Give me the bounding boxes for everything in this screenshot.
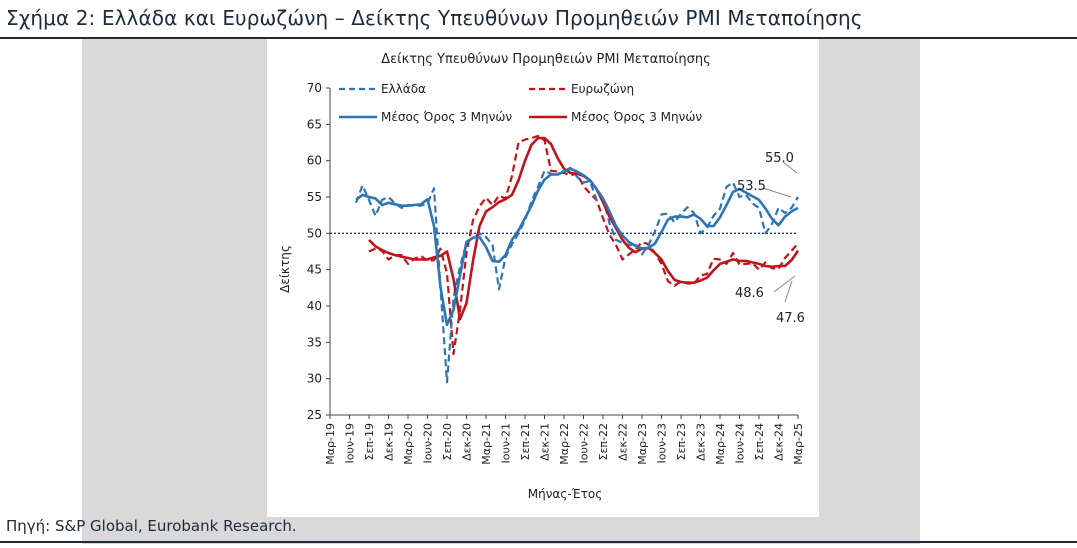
y-tick-label: 30	[307, 372, 322, 386]
end-value-annotations: 55.0 53.5 48.6 47.6	[735, 151, 805, 326]
legend-label-greece-avg: Μέσος Όρος 3 Μηνών	[381, 110, 512, 124]
x-tick-label: Δεκ-22	[617, 423, 630, 461]
x-tick-label: Σεπ-23	[675, 423, 688, 461]
y-tick-label: 65	[307, 117, 322, 131]
y-tick-label: 60	[307, 154, 322, 168]
annotation-eurozone-last: 48.6	[735, 286, 764, 301]
x-tick-label: Ιουν-22	[578, 423, 591, 463]
x-tick-label: Ιουν-19	[344, 423, 357, 463]
chart-title: Δείκτης Υπευθύνων Προμηθειών PMI Μεταποί…	[381, 52, 710, 67]
annotation-greece-last: 55.0	[765, 151, 794, 166]
annotation-leader-55	[782, 161, 798, 174]
chart-panel: Δείκτης Υπευθύνων Προμηθειών PMI Μεταποί…	[267, 39, 819, 517]
series-eurozone-line	[368, 134, 799, 356]
x-tick-label: Δεκ-21	[539, 423, 552, 461]
x-tick-label: Μαρ-21	[480, 423, 493, 465]
y-tick-label: 25	[307, 408, 322, 422]
y-tick-label: 45	[307, 263, 322, 277]
x-tick-label: Ιουν-23	[656, 423, 669, 463]
bottom-rule	[0, 541, 1077, 543]
x-tick-label: Δεκ-20	[461, 423, 474, 461]
x-tick-label: Σεπ-24	[753, 423, 766, 461]
x-tick-label: Δεκ-23	[695, 423, 708, 461]
x-tick-label: Ιουν-20	[422, 423, 435, 463]
x-tick-label: Μαρ-25	[792, 423, 805, 465]
x-tick-label: Δεκ-24	[773, 423, 786, 461]
x-tick-label: Δεκ-19	[383, 423, 396, 461]
x-tick-label: Σεπ-20	[441, 423, 454, 461]
annotation-greece-avg-last: 53.5	[737, 179, 766, 194]
legend-label-eurozone-avg: Μέσος Όρος 3 Μηνών	[571, 110, 702, 124]
x-tick-label: Ιουν-24	[734, 423, 747, 463]
series-greece-avg-line	[355, 167, 799, 327]
x-axis-label: Μήνας-Έτος	[528, 487, 603, 501]
source-note: Πηγή: S&P Global, Eurobank Research.	[6, 517, 297, 535]
x-tick-label: Μαρ-24	[714, 423, 727, 465]
x-tick-label: Σεπ-19	[363, 423, 376, 461]
x-tick-label: Σεπ-21	[519, 423, 532, 461]
y-tick-label: 50	[307, 226, 322, 240]
y-axis-label: Δείκτης	[278, 245, 292, 293]
pmi-chart: Δείκτης Υπευθύνων Προμηθειών PMI Μεταποί…	[278, 52, 805, 501]
annotation-eurozone-avg-last: 47.6	[776, 311, 805, 326]
legend-label-greece: Ελλάδα	[381, 82, 426, 96]
y-tick-label: 70	[307, 81, 322, 95]
x-tick-label: Σεπ-22	[597, 423, 610, 461]
legend-label-eurozone: Ευρωζώνη	[571, 82, 634, 96]
x-tick-label: Μαρ-22	[558, 423, 571, 465]
series-greece-line	[354, 166, 799, 384]
annotation-leader-47-6	[784, 280, 793, 303]
y-tick-label: 40	[307, 299, 322, 313]
figure-caption: Σχήμα 2: Ελλάδα και Ευρωζώνη – Δείκτης Υ…	[6, 6, 863, 30]
x-tick-label: Μαρ-23	[636, 423, 649, 465]
y-tick-label: 55	[307, 190, 322, 204]
top-rule	[0, 37, 1077, 39]
x-tick-label: Μαρ-20	[402, 423, 415, 465]
annotation-leader-53-5	[762, 187, 792, 198]
x-tick-label: Ιουν-21	[500, 423, 513, 463]
legend: Ελλάδα Ευρωζώνη Μέσος Όρος 3 Μηνών Μέσος…	[339, 82, 702, 124]
annotation-leader-48-6	[773, 275, 796, 293]
x-tick-label: Μαρ-19	[324, 423, 337, 465]
y-tick-label: 35	[307, 335, 322, 349]
